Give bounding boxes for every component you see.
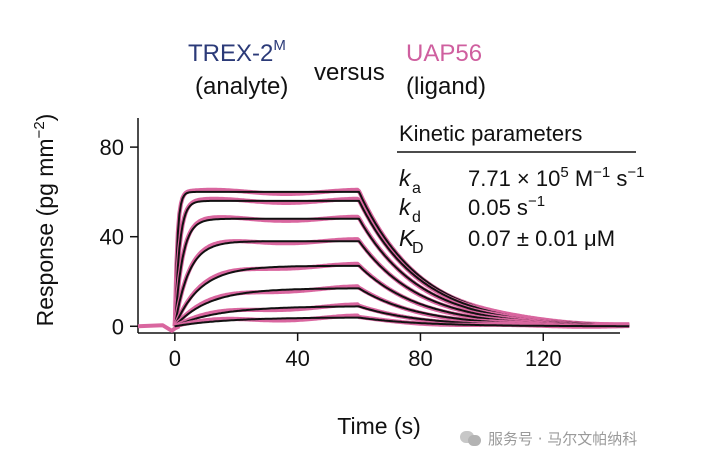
ligand-role: (ligand) bbox=[406, 73, 486, 100]
x-tick-label: 80 bbox=[408, 346, 432, 371]
y-axis-label: Response (pg mm−2) bbox=[31, 114, 58, 327]
y-tick-label: 0 bbox=[112, 314, 124, 339]
analyte-title: TREX-2M bbox=[188, 37, 286, 67]
y-tick-label: 80 bbox=[100, 135, 124, 160]
fit-curve bbox=[173, 240, 630, 327]
kinetics-table: k a 7.71 × 105 M−1 s−1k d 0.05 s−1KD 0.07 ± 0… bbox=[399, 164, 645, 257]
kinetic-subscript: d bbox=[412, 209, 421, 226]
x-tick-label: 120 bbox=[525, 346, 562, 371]
ligand-title: UAP56 bbox=[406, 40, 482, 67]
kinetic-value: 7.71 × 105 M−1 s−1 bbox=[468, 164, 645, 191]
raw-data-curve bbox=[172, 237, 630, 328]
kinetic-symbol: k bbox=[399, 165, 412, 191]
x-axis-label: Time (s) bbox=[337, 413, 420, 439]
x-tick-label: 40 bbox=[285, 346, 309, 371]
wechat-icon bbox=[460, 429, 482, 447]
kinetics-title: Kinetic parameters bbox=[399, 121, 582, 146]
curves bbox=[137, 187, 630, 333]
watermark: 服务号 · 马尔文帕纳科 bbox=[460, 425, 710, 451]
kinetic-value: 0.07 ± 0.01 μM bbox=[468, 226, 615, 251]
axes: 0 40 80 120 0 40 80 bbox=[100, 118, 620, 371]
watermark-text: 服务号 · 马尔文帕纳科 bbox=[488, 429, 638, 448]
kinetic-symbol: k bbox=[399, 194, 412, 220]
kinetic-symbol: K bbox=[399, 225, 416, 251]
versus-label: versus bbox=[314, 59, 385, 86]
kinetic-value: 0.05 s−1 bbox=[468, 193, 545, 220]
analyte-role: (analyte) bbox=[195, 73, 288, 100]
y-tick-label: 40 bbox=[100, 225, 124, 250]
kinetic-subscript: a bbox=[412, 180, 421, 197]
kinetic-subscript: D bbox=[412, 240, 424, 257]
fit-curve bbox=[174, 316, 630, 328]
x-tick-label: 0 bbox=[169, 346, 181, 371]
